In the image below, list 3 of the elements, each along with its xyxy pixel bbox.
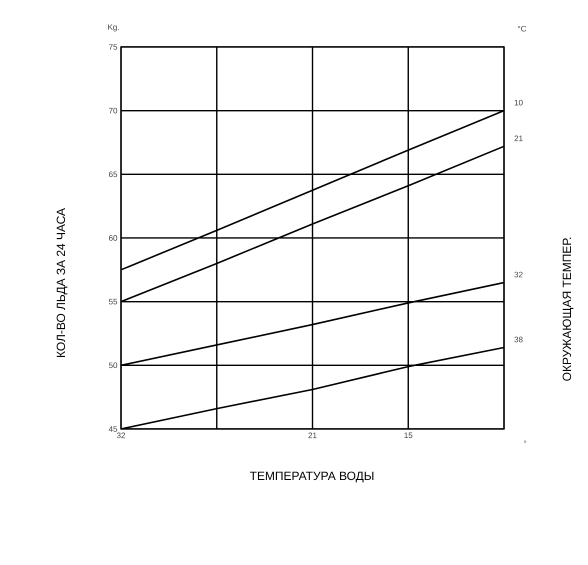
y-axis-title: КОЛ-ВО ЛЬДА ЗА 24 ЧАСА bbox=[56, 208, 68, 358]
x-axis-title: ТЕМПЕРАТУРА ВОДЫ bbox=[250, 472, 374, 482]
y2-axis-title: ОКРУЖАЮЩАЯ ТЕМПЕР. bbox=[562, 238, 574, 381]
